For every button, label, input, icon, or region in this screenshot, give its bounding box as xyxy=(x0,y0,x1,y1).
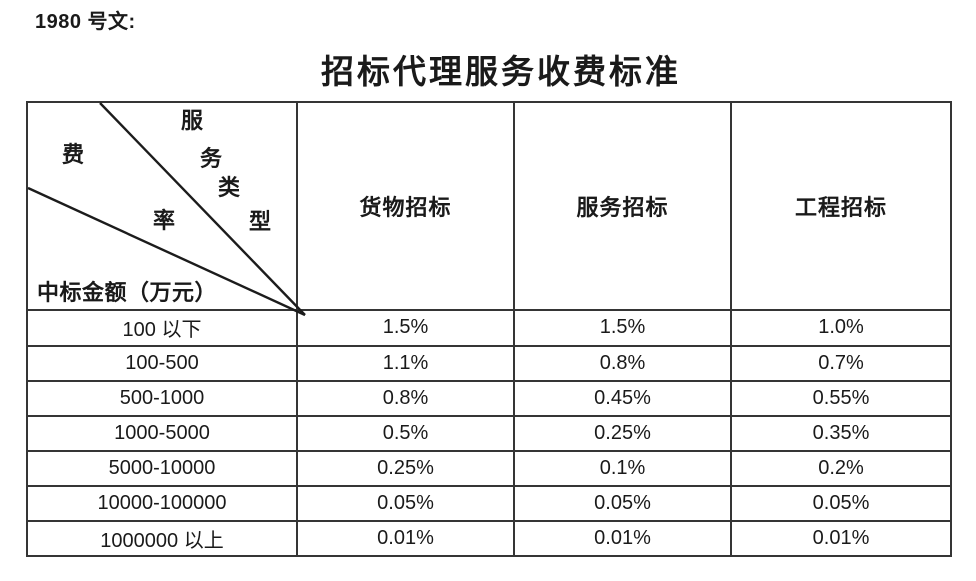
amount-range-cell: 10000-100000 xyxy=(26,484,298,522)
rate-cell: 1.0% xyxy=(730,309,952,347)
rate-cell: 0.35% xyxy=(730,414,952,452)
corner-amount-label: 中标金额（万元） xyxy=(37,280,218,305)
rate-cell: 0.25% xyxy=(296,449,515,487)
corner-label-char: 型 xyxy=(249,209,272,234)
rate-cell: 0.5% xyxy=(296,414,515,452)
rate-cell: 0.8% xyxy=(296,379,515,417)
table-row: 500-1000 0.8% 0.45% 0.55% xyxy=(26,379,952,417)
rate-cell: 1.1% xyxy=(296,344,515,382)
table-row: 100 以下 1.5% 1.5% 1.0% xyxy=(26,309,952,347)
corner-label-char: 服 xyxy=(181,108,204,133)
column-header-goods: 货物招标 xyxy=(296,100,515,312)
rate-cell: 0.01% xyxy=(296,519,515,558)
fee-standard-table: 服 务 类 型 费 率 中标金额（万元） 货物招标 服务招标 工程招标 100 … xyxy=(26,100,952,558)
amount-range-cell: 5000-10000 xyxy=(26,449,298,487)
corner-label-char: 费 xyxy=(62,142,85,167)
corner-label-char: 率 xyxy=(153,208,176,233)
rate-cell: 0.05% xyxy=(730,484,952,522)
rate-cell: 0.8% xyxy=(513,344,732,382)
rate-cell: 0.01% xyxy=(513,519,732,558)
table-row: 10000-100000 0.05% 0.05% 0.05% xyxy=(26,484,952,522)
rate-cell: 0.05% xyxy=(296,484,515,522)
column-header-engineering: 工程招标 xyxy=(730,100,952,312)
rate-cell: 0.55% xyxy=(730,379,952,417)
rate-cell: 1.5% xyxy=(513,309,732,347)
rate-cell: 0.7% xyxy=(730,344,952,382)
rate-cell: 0.2% xyxy=(730,449,952,487)
corner-label-char: 务 xyxy=(200,146,223,171)
table-row: 1000-5000 0.5% 0.25% 0.35% xyxy=(26,414,952,452)
rate-cell: 1.5% xyxy=(296,309,515,347)
rate-cell: 0.1% xyxy=(513,449,732,487)
column-header-services: 服务招标 xyxy=(513,100,732,312)
table-row: 100-500 1.1% 0.8% 0.7% xyxy=(26,344,952,382)
rate-cell: 0.05% xyxy=(513,484,732,522)
amount-range-cell: 1000000 以上 xyxy=(26,519,298,558)
diagonal-corner-cell: 服 务 类 型 费 率 中标金额（万元） xyxy=(26,100,306,317)
amount-range-cell: 100-500 xyxy=(26,344,298,382)
rate-cell: 0.45% xyxy=(513,379,732,417)
amount-range-cell: 500-1000 xyxy=(26,379,298,417)
rate-cell: 0.01% xyxy=(730,519,952,558)
amount-range-cell: 1000-5000 xyxy=(26,414,298,452)
table-row: 1000000 以上 0.01% 0.01% 0.01% xyxy=(26,519,952,558)
table-row: 5000-10000 0.25% 0.1% 0.2% xyxy=(26,449,952,487)
page-title: 招标代理服务收费标准 xyxy=(321,55,681,91)
amount-range-cell: 100 以下 xyxy=(26,309,298,347)
rate-cell: 0.25% xyxy=(513,414,732,452)
corner-label-char: 类 xyxy=(218,175,241,200)
document-number: 1980 号文: xyxy=(35,11,136,33)
table-header-row: 服 务 类 型 费 率 中标金额（万元） 货物招标 服务招标 工程招标 xyxy=(26,100,952,317)
